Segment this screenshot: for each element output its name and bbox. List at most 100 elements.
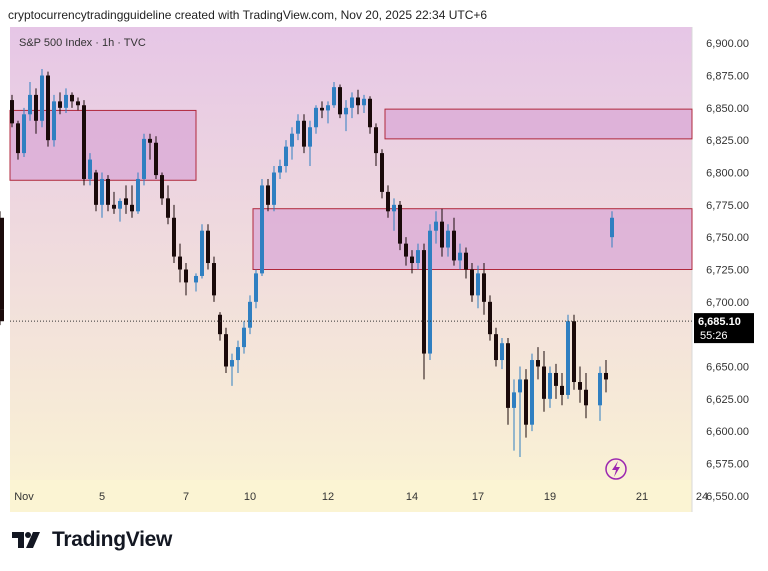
- candle: [290, 127, 294, 160]
- candle: [350, 92, 354, 119]
- candle: [154, 136, 158, 179]
- x-axis-tick-label: 12: [322, 491, 334, 503]
- candle: [584, 372, 588, 419]
- x-axis-tick-label: 5: [99, 491, 105, 503]
- supply-demand-zone[interactable]: [384, 108, 693, 140]
- candle: [212, 256, 216, 302]
- chart-title: S&P 500 Index · 1h · TVC: [19, 37, 146, 49]
- y-axis-tick-label: 6,600.00: [706, 426, 749, 438]
- candle: [320, 101, 324, 119]
- candle: [482, 263, 486, 315]
- candle: [554, 363, 558, 399]
- candle: [224, 327, 228, 373]
- time-axis-panel: [10, 480, 692, 512]
- candle: [46, 71, 50, 147]
- candle: [10, 94, 14, 128]
- candle: [506, 338, 510, 425]
- candle: [488, 295, 492, 341]
- candle: [278, 159, 282, 179]
- candle: [368, 96, 372, 134]
- candle: [166, 185, 170, 225]
- tradingview-brand-text: TradingView: [52, 528, 173, 551]
- candle: [598, 366, 602, 421]
- lightning-icon[interactable]: [605, 458, 627, 480]
- candle: [404, 237, 408, 266]
- y-axis-tick-label: 6,550.00: [706, 491, 749, 503]
- candle: [230, 353, 234, 386]
- x-axis-tick-label: Nov: [14, 491, 34, 503]
- candle: [392, 198, 396, 231]
- y-axis-tick-label: 6,700.00: [706, 297, 749, 309]
- candle: [458, 243, 462, 270]
- candle: [88, 153, 92, 186]
- candle: [82, 100, 86, 186]
- candle: [548, 366, 552, 408]
- candle: [178, 243, 182, 283]
- candle: [70, 92, 74, 108]
- candle: [272, 166, 276, 212]
- candle: [518, 366, 522, 458]
- y-axis-tick-label: 6,800.00: [706, 168, 749, 180]
- candle: [446, 224, 450, 257]
- candle: [374, 123, 378, 167]
- supply-demand-zone[interactable]: [9, 109, 197, 181]
- candle: [106, 175, 110, 212]
- chart-attribution: cryptocurrencytradingguideline created w…: [8, 8, 488, 22]
- candle: [380, 149, 384, 199]
- candle: [0, 307, 4, 326]
- candle: [206, 224, 210, 270]
- candle: [260, 178, 264, 276]
- x-axis-tick-label: 19: [544, 491, 556, 503]
- candle: [40, 69, 44, 128]
- candle: [572, 314, 576, 390]
- candle: [100, 172, 104, 218]
- candle: [142, 133, 146, 186]
- candle: [604, 360, 608, 393]
- candle: [356, 89, 360, 115]
- candle: [194, 273, 198, 292]
- x-axis-tick-label: 24: [696, 491, 708, 503]
- candle: [434, 211, 438, 244]
- supply-demand-zone[interactable]: [252, 208, 693, 270]
- candle: [386, 185, 390, 218]
- candle: [536, 347, 540, 380]
- y-axis-tick-label: 6,900.00: [706, 38, 749, 50]
- candle: [130, 185, 134, 218]
- candle: [314, 105, 318, 134]
- candle: [94, 169, 98, 212]
- x-axis-tick-label: 17: [472, 491, 484, 503]
- candle: [542, 350, 546, 412]
- candle: [428, 224, 432, 361]
- y-axis-tick-label: 6,775.00: [706, 200, 749, 212]
- x-axis-tick-label: 14: [406, 491, 418, 503]
- candle: [34, 88, 38, 134]
- candle: [464, 247, 468, 279]
- candle: [530, 353, 534, 432]
- y-axis-tick-label: 6,625.00: [706, 394, 749, 406]
- candle: [500, 338, 504, 370]
- candle: [578, 366, 582, 403]
- candle: [266, 178, 270, 212]
- candle: [308, 120, 312, 167]
- candle: [184, 263, 188, 296]
- y-axis-tick-label: 6,575.00: [706, 459, 749, 471]
- y-axis-tick-label: 6,750.00: [706, 232, 749, 244]
- candle: [610, 211, 614, 248]
- candle: [0, 211, 4, 315]
- candle: [440, 208, 444, 257]
- candle: [248, 295, 252, 335]
- y-axis-tick-label: 6,850.00: [706, 103, 749, 115]
- candle: [416, 243, 420, 270]
- candle: [494, 327, 498, 367]
- candle: [64, 88, 68, 114]
- candle: [242, 321, 246, 354]
- candle: [452, 217, 456, 266]
- candle: [422, 243, 426, 380]
- candle: [398, 200, 402, 251]
- tradingview-logo-icon: [12, 532, 40, 548]
- candle: [284, 140, 288, 173]
- candle: [124, 185, 128, 214]
- y-axis-tick-label: 6,875.00: [706, 71, 749, 83]
- candle: [302, 114, 306, 154]
